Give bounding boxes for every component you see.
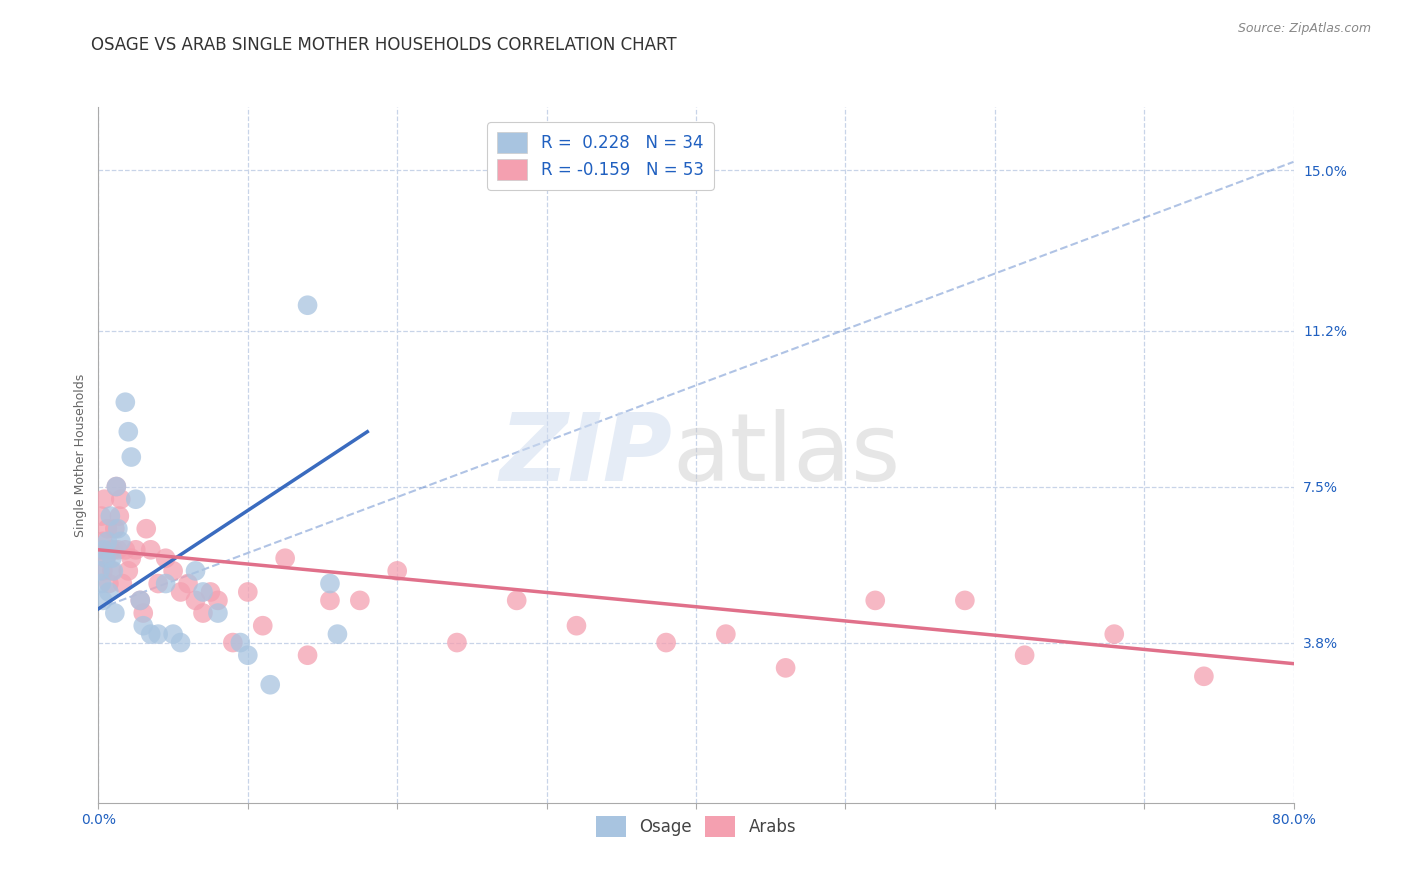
Point — [446, 635, 468, 649]
Point — [207, 593, 229, 607]
Point — [1192, 669, 1215, 683]
Point — [97, 576, 120, 591]
Point — [200, 585, 222, 599]
Point — [865, 593, 887, 607]
Point — [98, 542, 122, 557]
Point — [110, 534, 132, 549]
Point — [184, 593, 207, 607]
Point — [125, 492, 148, 507]
Point — [148, 576, 170, 591]
Point — [120, 450, 142, 464]
Point — [319, 593, 342, 607]
Point — [91, 564, 114, 578]
Point — [114, 395, 136, 409]
Point — [274, 551, 297, 566]
Point — [1104, 627, 1126, 641]
Point — [1014, 648, 1036, 663]
Point — [139, 542, 162, 557]
Point — [94, 551, 117, 566]
Point — [155, 576, 177, 591]
Point — [319, 576, 342, 591]
Point — [91, 593, 114, 607]
Point — [110, 492, 132, 507]
Point — [117, 425, 139, 439]
Point — [132, 606, 155, 620]
Point — [125, 542, 148, 557]
Point — [120, 551, 142, 566]
Text: OSAGE VS ARAB SINGLE MOTHER HOUSEHOLDS CORRELATION CHART: OSAGE VS ARAB SINGLE MOTHER HOUSEHOLDS C… — [91, 36, 678, 54]
Point — [169, 635, 191, 649]
Point — [506, 593, 529, 607]
Point — [148, 627, 170, 641]
Text: atlas: atlas — [672, 409, 900, 501]
Point — [236, 648, 259, 663]
Point — [89, 564, 111, 578]
Point — [104, 606, 127, 620]
Point — [108, 509, 131, 524]
Point — [90, 576, 112, 591]
Legend: Osage, Arabs: Osage, Arabs — [589, 810, 803, 843]
Point — [135, 522, 157, 536]
Point — [117, 564, 139, 578]
Point — [953, 593, 976, 607]
Point — [565, 618, 588, 632]
Point — [93, 492, 115, 507]
Point — [155, 551, 177, 566]
Point — [177, 576, 200, 591]
Point — [207, 606, 229, 620]
Point — [129, 593, 152, 607]
Point — [229, 635, 252, 649]
Point — [104, 522, 127, 536]
Point — [101, 551, 124, 566]
Point — [132, 618, 155, 632]
Point — [184, 564, 207, 578]
Point — [101, 564, 124, 578]
Point — [191, 606, 214, 620]
Point — [326, 627, 349, 641]
Point — [162, 627, 184, 641]
Point — [655, 635, 678, 649]
Point — [236, 585, 259, 599]
Point — [297, 298, 319, 312]
Point — [385, 564, 409, 578]
Point — [714, 627, 737, 641]
Point — [89, 542, 111, 557]
Point — [105, 479, 128, 493]
Point — [107, 522, 129, 536]
Point — [129, 593, 152, 607]
Point — [96, 522, 118, 536]
Point — [259, 678, 281, 692]
Text: Source: ZipAtlas.com: Source: ZipAtlas.com — [1237, 22, 1371, 36]
Point — [105, 479, 128, 493]
Point — [103, 542, 125, 557]
Point — [297, 648, 319, 663]
Point — [94, 551, 117, 566]
Point — [107, 542, 129, 557]
Point — [90, 509, 112, 524]
Point — [191, 585, 214, 599]
Text: ZIP: ZIP — [499, 409, 672, 501]
Point — [97, 585, 120, 599]
Y-axis label: Single Mother Households: Single Mother Households — [75, 373, 87, 537]
Point — [114, 542, 136, 557]
Point — [96, 534, 118, 549]
Point — [98, 509, 122, 524]
Point — [103, 564, 125, 578]
Point — [91, 534, 114, 549]
Point — [222, 635, 245, 649]
Point — [162, 564, 184, 578]
Point — [93, 542, 115, 557]
Point — [111, 576, 134, 591]
Point — [139, 627, 162, 641]
Point — [775, 661, 797, 675]
Point — [349, 593, 371, 607]
Point — [169, 585, 191, 599]
Point — [252, 618, 274, 632]
